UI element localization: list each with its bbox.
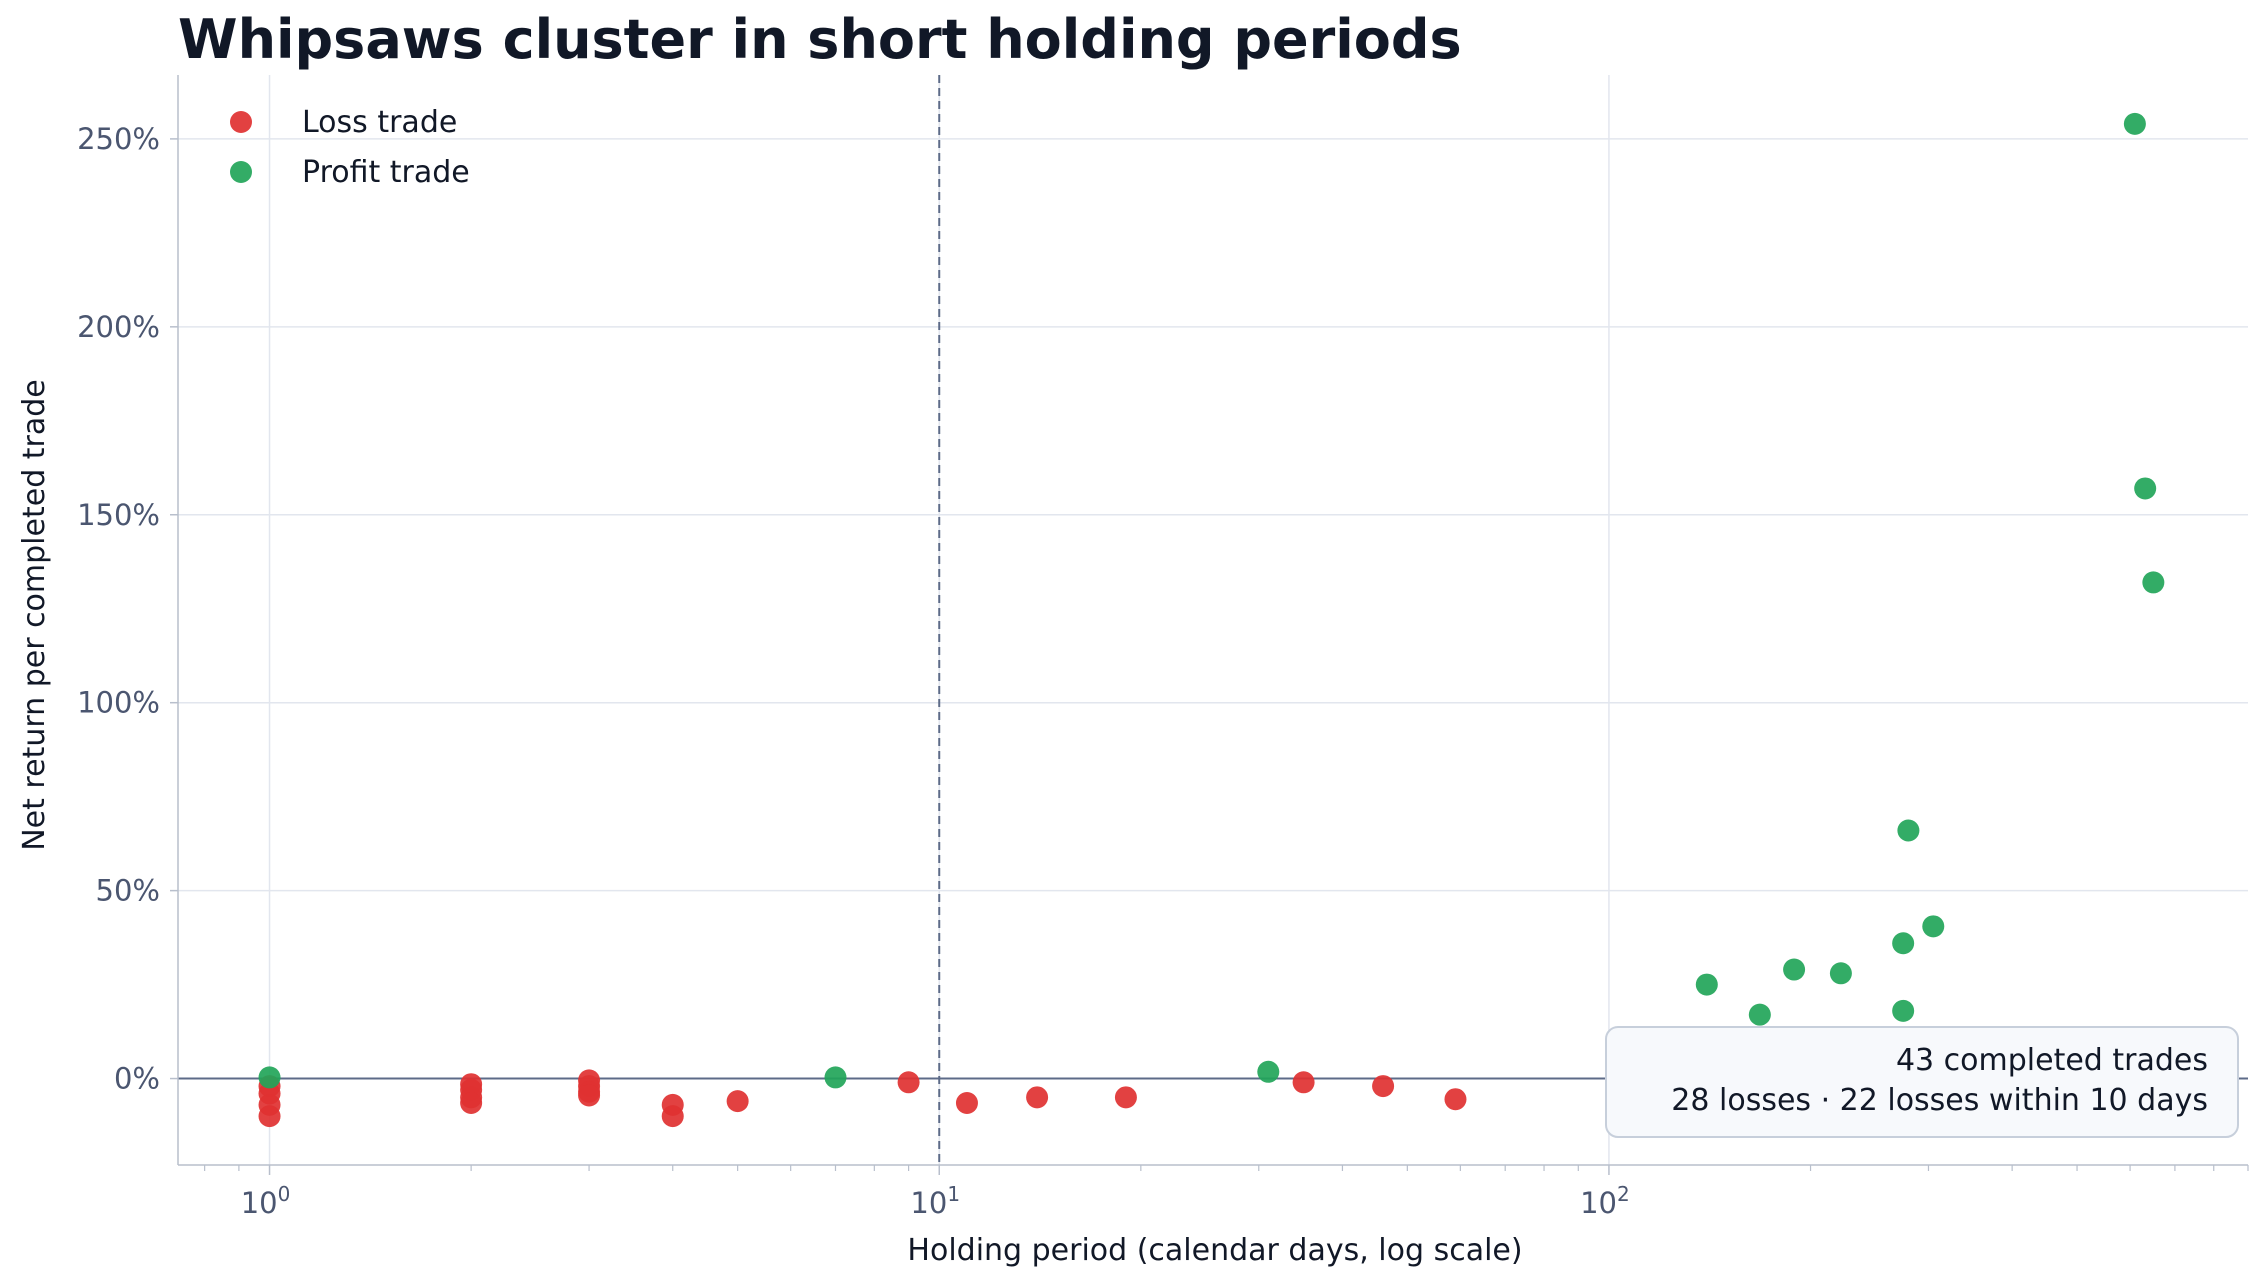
axes — [170, 75, 2249, 1175]
loss-trade-point — [1114, 1086, 1137, 1109]
legend-marker — [230, 161, 252, 183]
loss-trade-point — [1292, 1071, 1315, 1094]
chart-title: Whipsaws cluster in short holding period… — [178, 8, 1462, 71]
legend: Loss trade Profit trade — [230, 105, 470, 190]
loss-trade-point — [661, 1105, 684, 1128]
legend-label: Loss trade — [302, 105, 457, 140]
y-tick-label: 250% — [77, 122, 160, 156]
x-axis-label: Holding period (calendar days, log scale… — [907, 1233, 1522, 1268]
profit-trade-point — [1892, 932, 1915, 955]
loss-trade-point — [955, 1091, 978, 1114]
grid-lines — [178, 75, 2248, 1165]
profit-trade-point — [1783, 958, 1806, 981]
x-tick-label: 101 — [910, 1182, 960, 1220]
loss-trade-point — [1372, 1075, 1395, 1098]
loss-trade-point — [897, 1071, 920, 1094]
profit-trade-point — [1695, 973, 1718, 996]
annotation-line-2: 28 losses · 22 losses within 10 days — [1671, 1083, 2208, 1118]
loss-trade-point — [258, 1105, 281, 1128]
profit-trade-point — [1897, 819, 1920, 842]
data-points — [258, 112, 2165, 1128]
loss-trade-point — [460, 1091, 483, 1114]
y-tick-label: 100% — [77, 686, 160, 720]
annotation-line-1: 43 completed trades — [1896, 1043, 2208, 1078]
loss-trade-point — [726, 1090, 749, 1113]
legend-marker — [230, 111, 252, 133]
profit-trade-point — [824, 1066, 847, 1089]
x-tick-label: 102 — [1580, 1182, 1630, 1220]
profit-trade-point — [1748, 1003, 1771, 1026]
legend-label: Profit trade — [302, 155, 470, 190]
profit-trade-point — [1892, 999, 1915, 1022]
profit-trade-point — [1257, 1060, 1280, 1083]
tick-labels: 0% 50% 100% 150% 200% 250% 100 101 102 — [77, 122, 1630, 1220]
profit-trade-point — [2123, 112, 2146, 135]
y-tick-label: 50% — [96, 874, 160, 908]
annotation-box: 43 completed trades 28 losses · 22 losse… — [1605, 1026, 2239, 1138]
y-tick-label: 150% — [77, 498, 160, 532]
loss-trade-point — [1026, 1086, 1049, 1109]
loss-trade-point — [578, 1084, 601, 1107]
y-tick-label: 200% — [77, 310, 160, 344]
x-tick-label: 100 — [241, 1182, 291, 1220]
profit-trade-point — [2142, 571, 2165, 594]
annotation-background — [1605, 1026, 2239, 1138]
y-tick-label: 0% — [114, 1062, 160, 1096]
profit-trade-point — [1922, 915, 1945, 938]
profit-trade-point — [1829, 962, 1852, 985]
y-axis-label: Net return per completed trade — [17, 379, 52, 851]
profit-trade-point — [2134, 477, 2157, 500]
reference-lines — [178, 75, 2248, 1165]
profit-trade-point — [258, 1066, 281, 1089]
loss-trade-point — [1444, 1088, 1467, 1111]
